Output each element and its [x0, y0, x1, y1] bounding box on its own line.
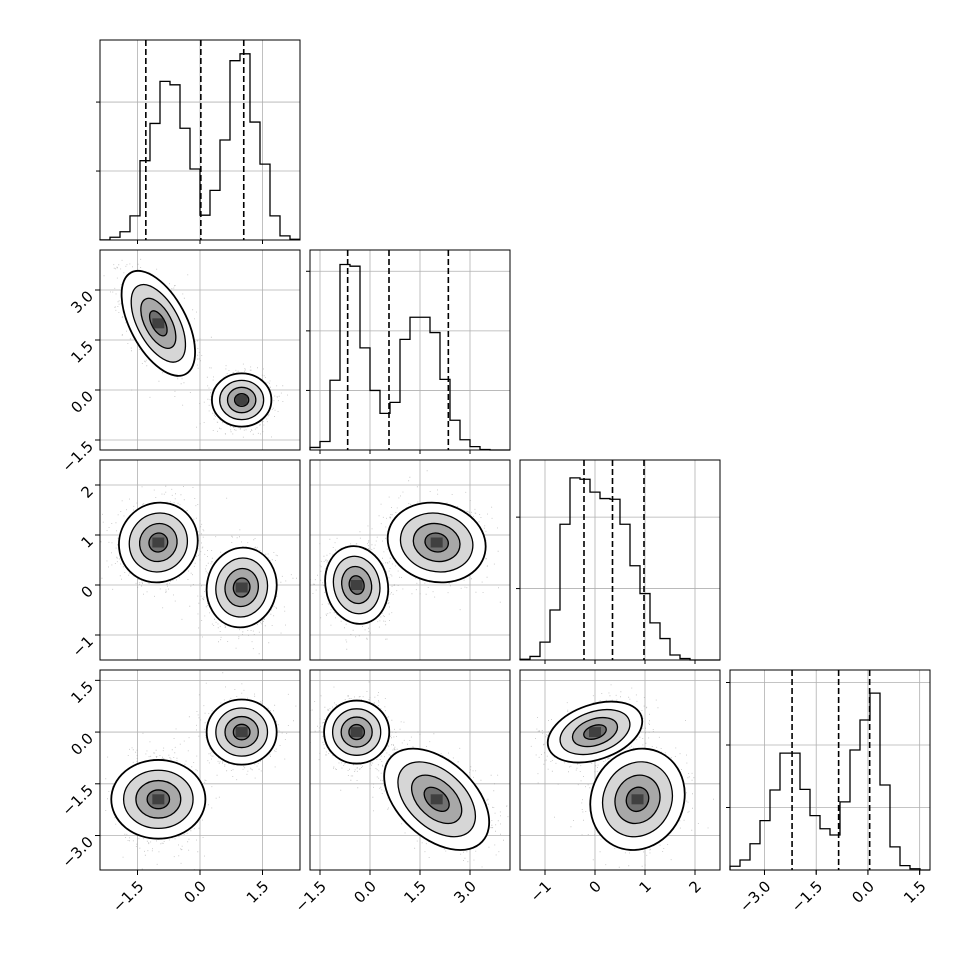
histogram-frame-2 — [519, 459, 721, 661]
histogram-step-3 — [729, 692, 930, 871]
panel-frame — [519, 669, 721, 871]
histogram-1 — [306, 249, 511, 451]
x-tick-label: 1 — [636, 877, 655, 896]
panel-frame — [309, 459, 511, 661]
x-tick-label: 1.5 — [243, 877, 273, 907]
histogram-step-0 — [99, 53, 300, 241]
y-tick-label: −1.5 — [59, 437, 97, 475]
histogram-0 — [96, 39, 301, 241]
density-peak — [235, 727, 248, 738]
x-tick-label: 1.5 — [900, 877, 930, 907]
density-peak — [235, 395, 248, 405]
x-tick-label: 2 — [686, 877, 705, 896]
density-peak — [152, 318, 165, 329]
density-peak — [152, 794, 165, 805]
y-tick-label: 2 — [78, 482, 97, 501]
x-tick-label: −1.5 — [292, 877, 330, 915]
y-tick-label: 3.0 — [67, 287, 97, 317]
y-tick-label: −1.5 — [59, 781, 97, 819]
y-tick-label: −3.0 — [59, 833, 97, 871]
density-peak — [152, 537, 165, 548]
y-tick-label: −1 — [69, 632, 97, 660]
histogram-frame-1 — [309, 249, 511, 451]
density-panel-2-0 — [99, 459, 301, 661]
density-panel-3-1 — [309, 669, 511, 871]
x-tick-label: 0.0 — [848, 877, 878, 907]
density-peak — [631, 794, 644, 805]
y-tick-label: 1.5 — [67, 678, 97, 708]
histogram-3 — [726, 669, 931, 871]
x-tick-label: 1.5 — [400, 877, 430, 907]
x-tick-label: 3.0 — [450, 877, 480, 907]
density-panel-3-2 — [519, 669, 721, 871]
histogram-step-2 — [519, 477, 720, 661]
density-peak — [589, 727, 601, 738]
x-tick-label: 0.0 — [350, 877, 380, 907]
panel-frame — [99, 249, 301, 451]
density-peak — [350, 727, 363, 738]
x-tick-label: −3.0 — [736, 877, 774, 915]
y-tick-label: 0.0 — [67, 387, 97, 417]
density-peak — [350, 580, 363, 590]
histogram-frame-3 — [729, 669, 931, 871]
panel-frame — [99, 459, 301, 661]
histogram-step-1 — [309, 263, 510, 451]
density-panel-1-0 — [99, 249, 301, 451]
density-peak — [430, 537, 443, 548]
density-peak — [235, 582, 248, 593]
x-tick-label: 0.0 — [180, 877, 210, 907]
density-peak — [430, 794, 443, 805]
x-tick-label: −1.5 — [788, 877, 826, 915]
density-panel-3-0 — [99, 669, 301, 871]
x-tick-label: −1 — [527, 877, 555, 905]
y-tick-label: 1.5 — [67, 337, 97, 367]
y-tick-label: 0.0 — [67, 729, 97, 759]
x-tick-label: −1.5 — [109, 877, 147, 915]
y-tick-label: 0 — [78, 582, 97, 601]
histogram-2 — [516, 459, 721, 661]
density-panel-2-1 — [309, 459, 511, 661]
x-tick-label: 0 — [586, 877, 605, 896]
panel-frame — [309, 669, 511, 871]
y-tick-label: 1 — [78, 532, 97, 551]
